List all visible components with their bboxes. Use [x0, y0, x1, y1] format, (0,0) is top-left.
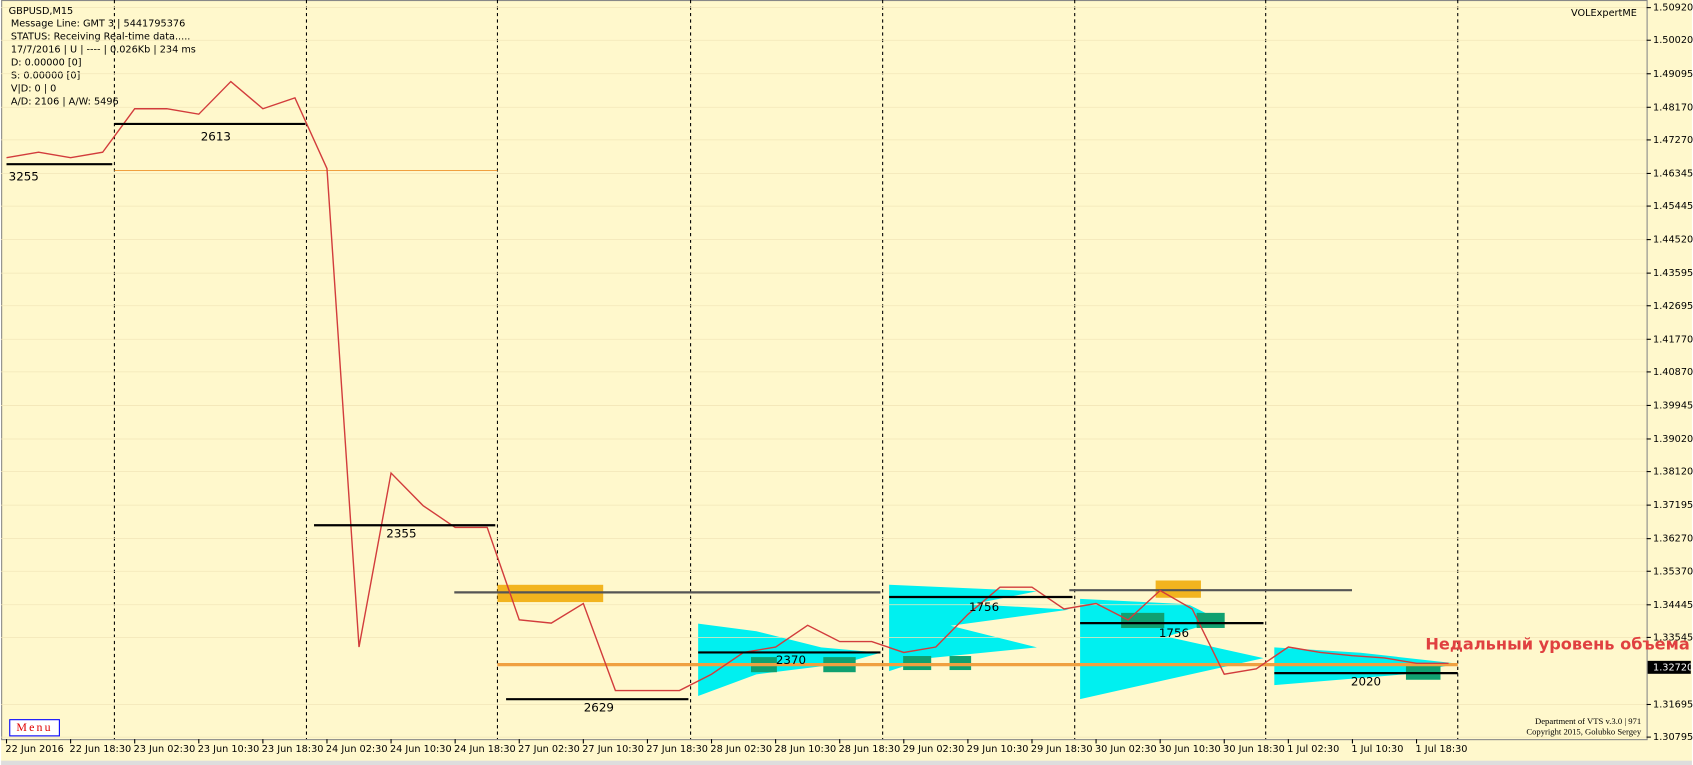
info-line: 17/7/2016 | U | ---- | 0.026Kb | 234 ms [11, 45, 196, 56]
x-tick-label: 29 Jun 10:30 [967, 744, 1029, 755]
x-tick-label: 28 Jun 18:30 [839, 744, 901, 755]
y-tick-label: 1.40870 [1653, 367, 1693, 378]
x-tick-label: 27 Jun 02:30 [518, 744, 580, 755]
annotation: Недальный уровень объема [1425, 635, 1689, 654]
volume-level-label: 2629 [584, 700, 614, 714]
volume-level-label: 1756 [1159, 626, 1189, 640]
info-line: STATUS: Receiving Real-time data..... [11, 32, 191, 43]
x-tick-label: 23 Jun 18:30 [262, 744, 324, 755]
x-tick-label: 1 Jul 02:30 [1287, 744, 1339, 755]
y-tick-label: 1.42695 [1653, 301, 1693, 312]
volume-level-label: 2020 [1351, 674, 1381, 688]
scrollbar [1, 760, 1692, 765]
x-tick-label: 27 Jun 10:30 [582, 744, 644, 755]
menu-label[interactable]: Menu [16, 720, 52, 734]
y-tick-label: 1.38120 [1653, 467, 1693, 478]
info-line: A/D: 2106 | A/W: 5496 [11, 96, 119, 107]
y-tick-label: 1.33545 [1653, 632, 1693, 643]
volume-profile [889, 584, 1070, 672]
y-tick-label: 1.46345 [1653, 168, 1693, 179]
y-tick-label: 1.41770 [1653, 334, 1693, 345]
x-tick-label: 22 Jun 18:30 [70, 744, 132, 755]
y-tick-label: 1.50020 [1653, 35, 1693, 46]
y-tick-label: 1.39020 [1653, 434, 1693, 445]
info-line: D: 0.00000 [0] [11, 58, 82, 69]
price-line [6, 80, 1449, 692]
volume-level-label: 2355 [386, 527, 416, 541]
x-tick-label: 1 Jul 10:30 [1351, 744, 1403, 755]
chart-title: GBPUSD,M15 [9, 6, 74, 17]
y-tick-label: 1.37195 [1653, 500, 1693, 511]
y-tick-label: 1.47270 [1653, 135, 1693, 146]
y-tick-label: 1.30795 [1653, 732, 1693, 743]
volume-level-label: 2370 [776, 653, 806, 667]
y-tick-label: 1.36270 [1653, 534, 1693, 545]
y-tick-label: 1.43595 [1653, 268, 1693, 279]
chart-content: Message Line: GMT 3 | 5441795376 STATUS: … [1, 3, 1693, 755]
footer: Department of VTS v.3.0 | 971 [1535, 716, 1641, 726]
x-tick-label: 23 Jun 02:30 [134, 744, 196, 755]
plot-frame [1, 0, 1648, 741]
x-tick-label: 24 Jun 10:30 [390, 744, 452, 755]
volume-level-label: 1756 [969, 600, 999, 614]
x-tick-label: 28 Jun 02:30 [710, 744, 772, 755]
x-tick-label: 29 Jun 02:30 [903, 744, 965, 755]
y-tick-label: 1.31695 [1653, 699, 1693, 710]
y-tick-label: 1.35370 [1653, 566, 1693, 577]
volume-level-label: 2613 [201, 130, 231, 144]
x-tick-label: 28 Jun 10:30 [775, 744, 837, 755]
footer: Copyright 2015, Golubko Sergey [1526, 727, 1642, 737]
x-tick-label: 29 Jun 18:30 [1031, 744, 1093, 755]
y-tick-label: 1.48170 [1653, 102, 1693, 113]
volume-profile [698, 623, 881, 696]
x-tick-label: 23 Jun 10:30 [198, 744, 260, 755]
info-line: S: 0.00000 [0] [11, 71, 80, 82]
x-tick-label: 1 Jul 18:30 [1415, 744, 1467, 755]
x-tick-label: 24 Jun 02:30 [326, 744, 388, 755]
indicator-name: VOLExpertME [1571, 8, 1637, 19]
x-tick-label: 30 Jun 02:30 [1095, 744, 1157, 755]
zone [1121, 612, 1165, 628]
x-tick-label: 22 Jun 2016 [5, 744, 63, 755]
last-price-label: 1.32720 [1653, 662, 1693, 673]
volume-level-label: 3255 [9, 169, 39, 183]
info-line: Message Line: GMT 3 | 5441795376 [11, 19, 185, 30]
y-tick-label: 1.45445 [1653, 201, 1693, 212]
last-price-box [1647, 660, 1691, 674]
y-tick-label: 1.44520 [1653, 235, 1693, 246]
info-line: V|D: 0 | 0 [11, 83, 57, 94]
menu-button[interactable] [9, 719, 60, 737]
x-tick-label: 30 Jun 18:30 [1223, 744, 1285, 755]
y-tick-label: 1.34445 [1653, 600, 1693, 611]
y-tick-label: 1.39945 [1653, 400, 1693, 411]
zone [1196, 612, 1225, 628]
y-tick-label: 1.50920 [1653, 3, 1693, 14]
zone [1155, 580, 1201, 598]
x-tick-label: 27 Jun 18:30 [646, 744, 708, 755]
x-tick-label: 24 Jun 18:30 [454, 744, 516, 755]
y-tick-label: 1.49095 [1653, 69, 1693, 80]
x-tick-label: 30 Jun 10:30 [1159, 744, 1221, 755]
